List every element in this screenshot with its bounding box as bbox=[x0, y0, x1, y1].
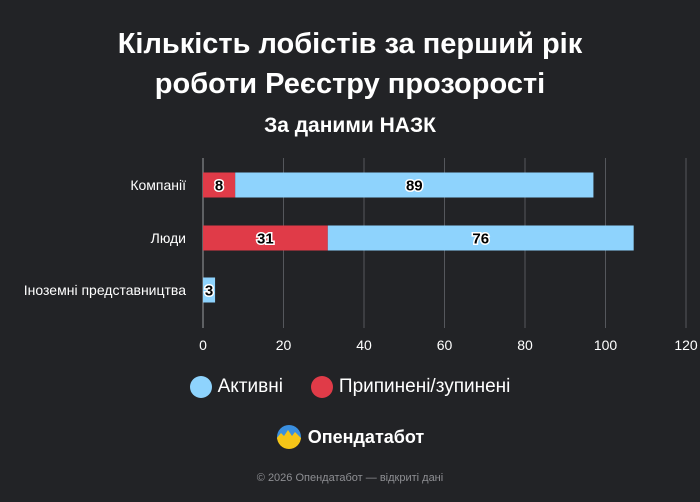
footer-copyright: © 2026 Опендатабот — відкриті дані bbox=[256, 472, 444, 484]
legend-swatch-stopped bbox=[310, 376, 333, 398]
chart-title: Кількість лобістів за перший рік роботи … bbox=[0, 24, 700, 104]
legend-swatch-active bbox=[189, 376, 212, 398]
legend-item-stopped[interactable]: Припинені/зупинені bbox=[310, 376, 511, 398]
x-tick-label: 80 bbox=[517, 337, 533, 353]
x-tick-label: 120 bbox=[674, 337, 698, 353]
chart-legend: Активні Припинені/зупинені bbox=[0, 376, 700, 398]
category-label: Іноземні представництва bbox=[24, 282, 186, 298]
bar-data-label: 76 bbox=[472, 231, 489, 248]
brand: Опендатабот bbox=[0, 424, 700, 450]
legend-label-active: Активні bbox=[217, 376, 283, 397]
x-tick-label: 40 bbox=[356, 337, 372, 353]
legend-item-active[interactable]: Активні bbox=[189, 376, 283, 398]
x-tick-label: 100 bbox=[594, 337, 618, 353]
bar-segment bbox=[327, 225, 634, 251]
category-label: Люди bbox=[151, 230, 186, 246]
bar-segment bbox=[203, 172, 236, 198]
legend-label-stopped: Припинені/зупинені bbox=[338, 376, 511, 397]
bar-data-label: 89 bbox=[406, 178, 423, 195]
chart-title-line-2: роботи Реєстру прозорості bbox=[154, 68, 546, 100]
chart-subtitle: За даними НАЗК bbox=[264, 114, 436, 137]
bar-segment bbox=[235, 172, 594, 198]
bar-data-label: 31 bbox=[257, 231, 274, 248]
bar-chart: 0 20 40 60 80 100 120 Компанії Люди Іноземні пред… bbox=[24, 158, 698, 353]
x-tick-label: 0 bbox=[199, 337, 207, 353]
bar-data-label: 8 bbox=[215, 178, 223, 195]
category-label: Компанії bbox=[130, 177, 186, 193]
brand-name: Опендатабот bbox=[307, 426, 425, 447]
x-tick-label: 20 bbox=[276, 337, 292, 353]
bar-data-label: 3 bbox=[205, 283, 213, 300]
chart-title-line-1: Кількість лобістів за перший рік bbox=[117, 28, 583, 60]
bar-segment bbox=[203, 277, 216, 303]
bar-segment bbox=[203, 225, 328, 251]
x-tick-label: 60 bbox=[437, 337, 453, 353]
opendatabot-logo-icon bbox=[276, 425, 301, 449]
